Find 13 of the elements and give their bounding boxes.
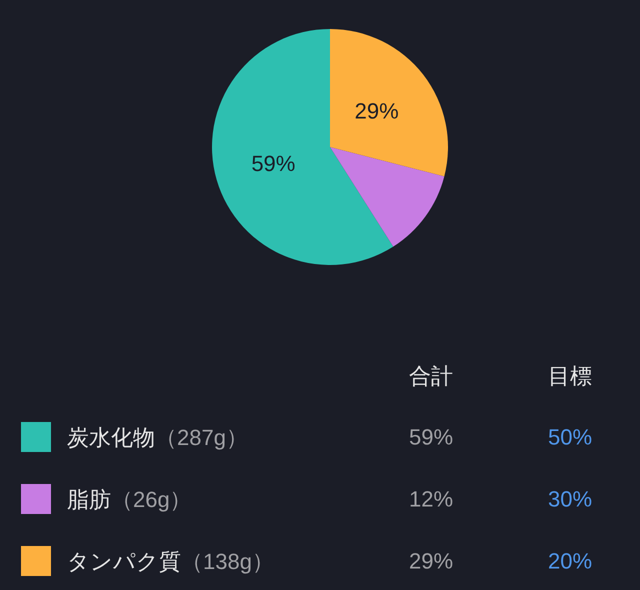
text: 29% <box>408 548 454 574</box>
legend-label: 炭水化物（287g） <box>67 424 248 450</box>
legend-label: 脂肪（26g） <box>67 486 192 512</box>
text: 50% <box>548 424 592 450</box>
text: 20% <box>548 548 592 574</box>
text: 合計 <box>409 364 453 388</box>
text: 59% <box>408 424 454 450</box>
data-label: 59% <box>251 150 296 176</box>
text: 30% <box>548 486 592 512</box>
legend-label: タンパク質（138g） <box>67 548 274 574</box>
data-label: 29% <box>354 98 399 124</box>
text: 12% <box>408 486 454 512</box>
text: 目標 <box>548 364 592 388</box>
